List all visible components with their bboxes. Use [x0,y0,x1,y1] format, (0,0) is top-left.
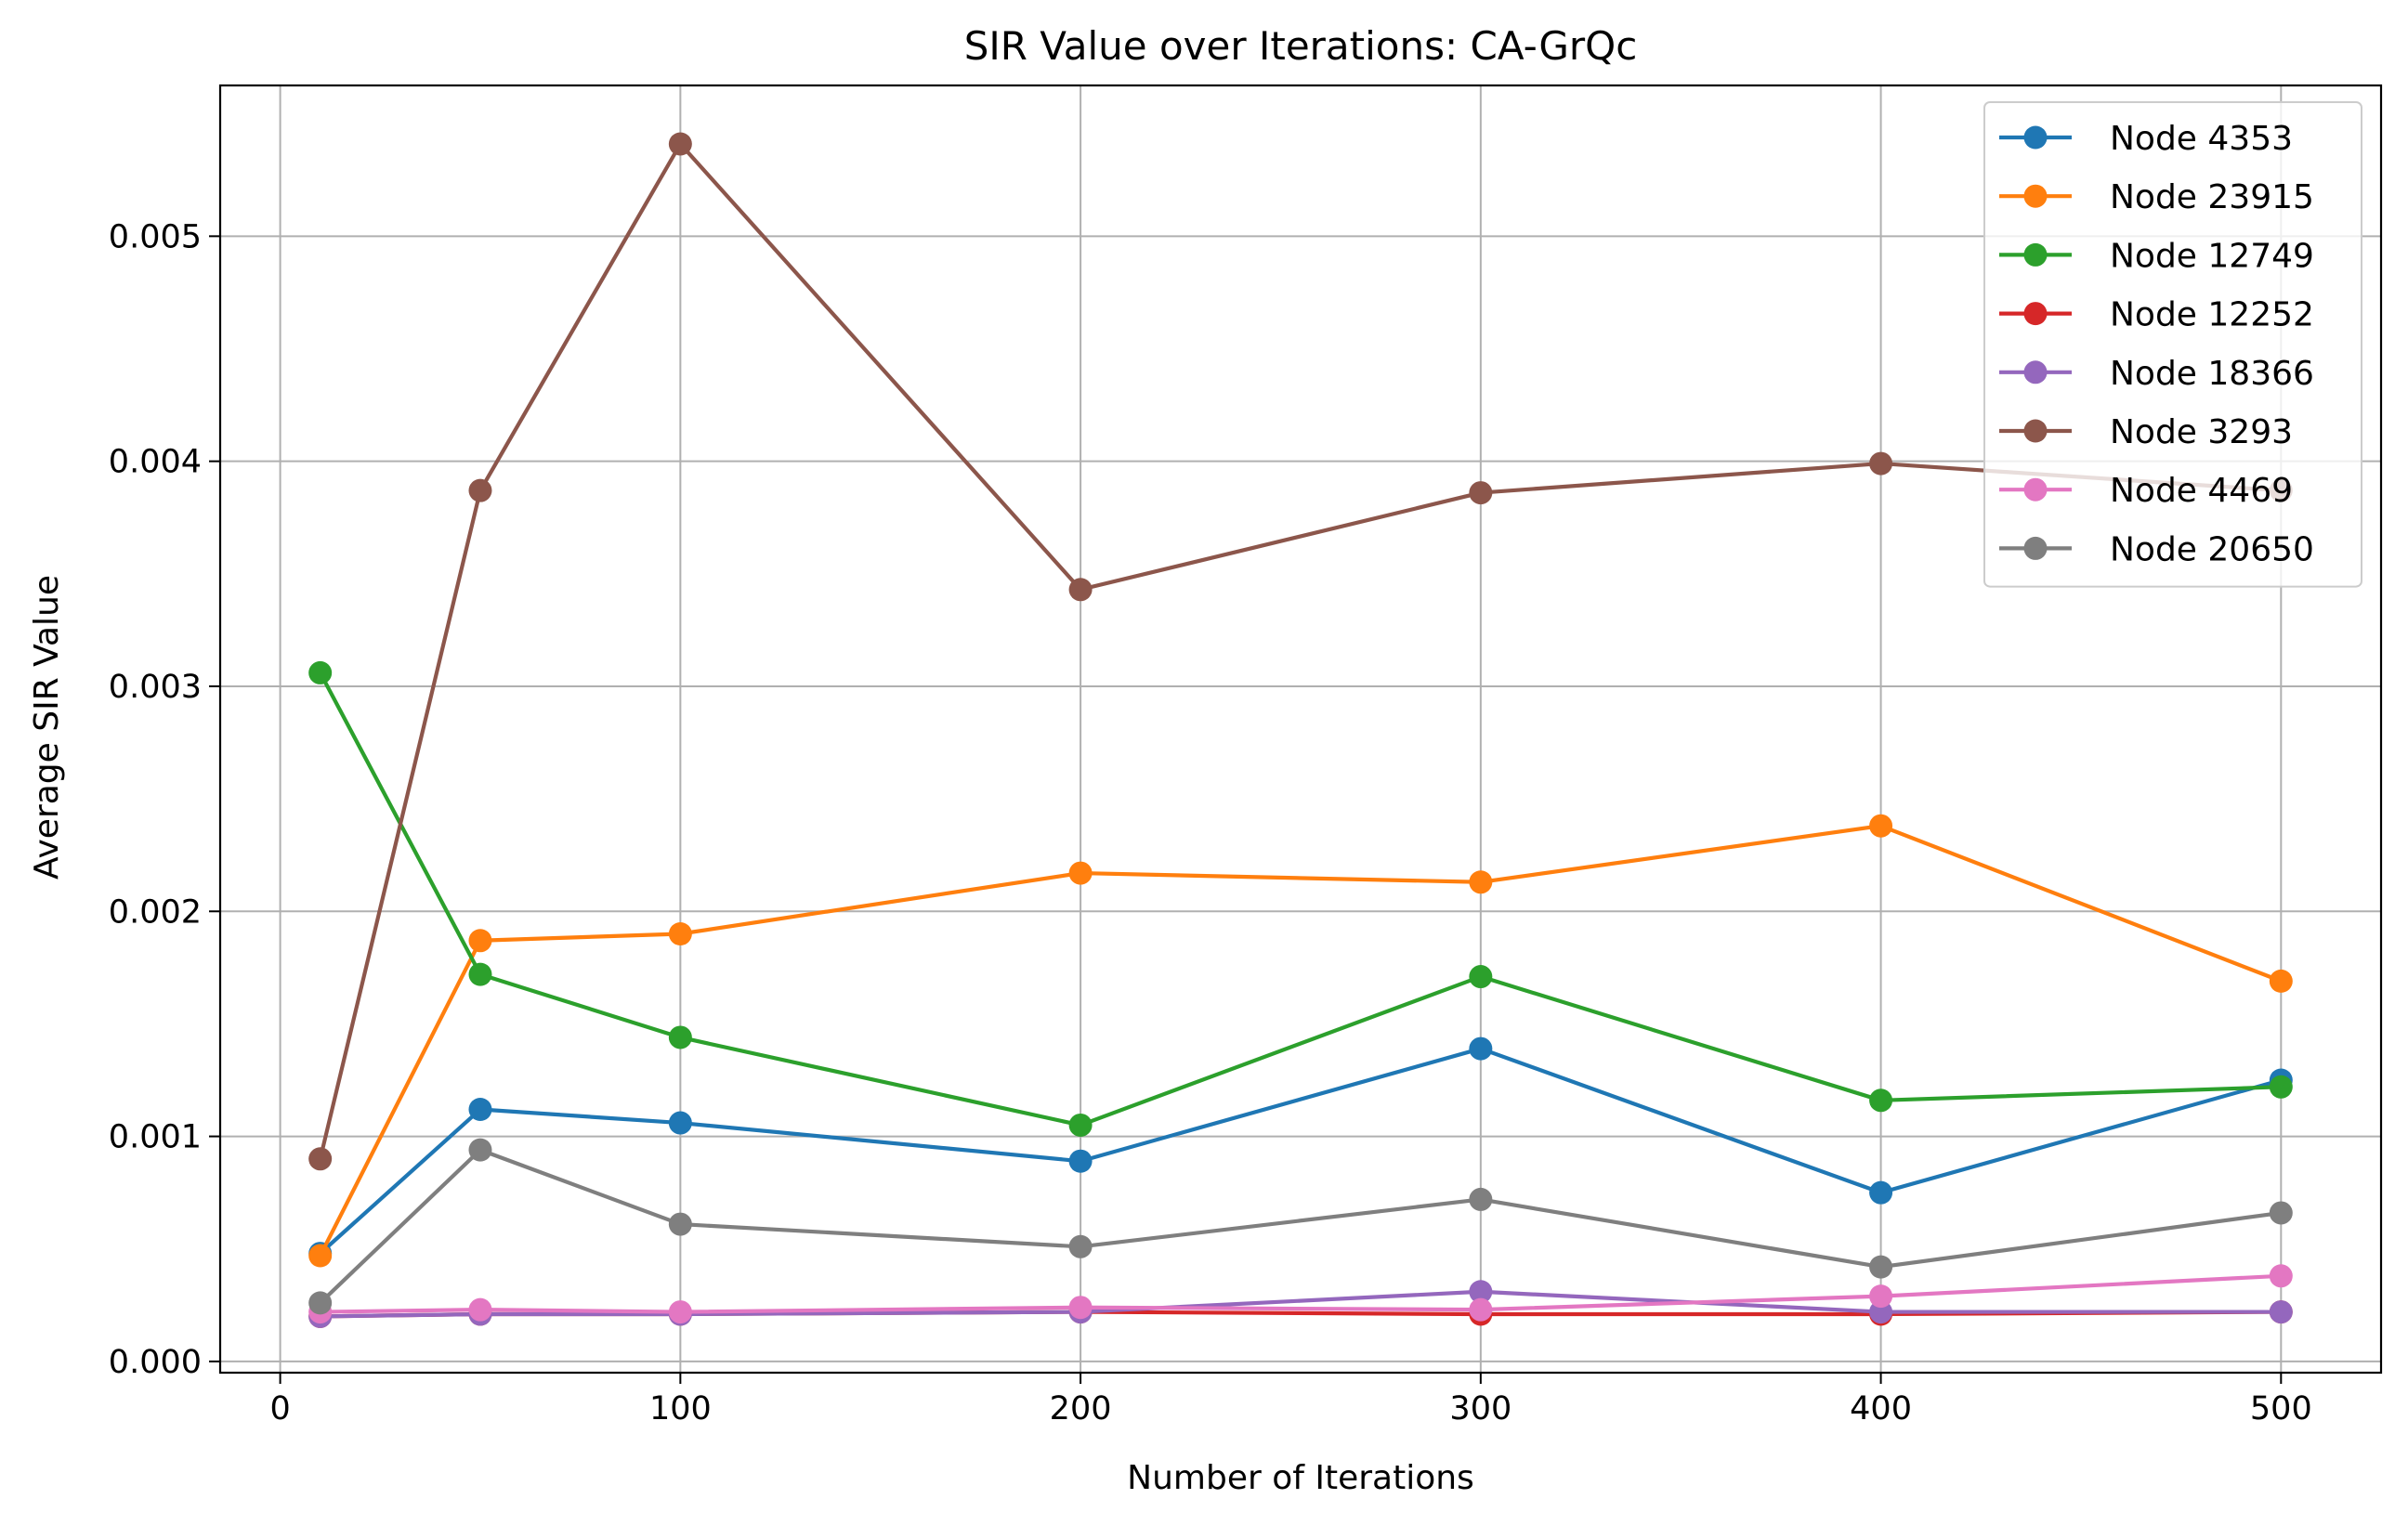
legend-label: Node 3293 [2110,413,2293,451]
data-point [468,929,492,953]
data-point [1869,1284,1893,1309]
legend-swatch-marker [2023,184,2048,208]
data-point [308,1147,333,1171]
x-tick-label: 400 [1850,1390,1912,1427]
data-point [1869,814,1893,838]
x-tick-label: 0 [269,1390,290,1427]
plot-frame [218,84,2383,1375]
y-tick-label: 0.005 [109,218,202,255]
series-line [318,824,2283,1257]
data-point [468,1297,492,1322]
data-point [468,962,492,986]
series-node-20650 [308,1138,2293,1315]
legend-item: Node 12749 [1999,237,2314,275]
series-node-4469 [308,1264,2293,1324]
series-node-4353 [308,1036,2293,1266]
data-point [1068,1149,1093,1173]
data-point [468,1138,492,1162]
data-point [1469,1187,1493,1211]
data-point [1068,1296,1093,1320]
legend-label: Node 12749 [2110,237,2314,275]
data-point [1068,578,1093,602]
legend: Node 4353 Node 23915 Node 12749 Node 12252 N… [1983,101,2362,588]
series-line [318,671,2282,1127]
series-line [319,1046,2282,1256]
series-node-18366 [308,1280,2293,1328]
data-point [2269,969,2293,993]
legend-swatch-marker [2023,477,2048,502]
legend-item: Node 4353 [1999,120,2293,158]
legend-swatch-marker [2023,419,2048,443]
y-tick-label: 0.003 [109,669,202,706]
data-point [1068,861,1093,885]
data-point [2269,1201,2293,1225]
x-tick-label: 200 [1050,1390,1112,1427]
legend-label: Node 4469 [2110,472,2293,510]
legend-swatch-marker [2023,536,2048,560]
data-point [1869,1088,1893,1113]
series-layer [308,132,2293,1328]
x-tick-label: 300 [1449,1390,1512,1427]
y-tick-label: 0.000 [109,1344,202,1381]
data-point [2269,1075,2293,1099]
data-point [668,1025,692,1049]
data-point [1068,1234,1093,1258]
legend-frame [1983,101,2362,588]
data-point [468,478,492,502]
data-point [1469,1280,1493,1304]
data-point [308,1291,333,1315]
data-point [1469,1297,1493,1322]
data-point [668,1300,692,1324]
legend-label: Node 12252 [2110,296,2314,334]
y-tick-label: 0.004 [109,444,202,481]
legend-label: Node 20650 [2110,530,2314,568]
data-point [2269,1300,2293,1324]
legend-label: Node 23915 [2110,178,2314,216]
data-point [668,1111,692,1135]
data-point [1469,1036,1493,1061]
legend-swatch-marker [2023,360,2048,385]
y-tick-label: 0.001 [109,1119,202,1156]
chart-title: SIR Value over Iterations: CA-GrQc [964,23,1638,69]
data-point [1869,451,1893,476]
legend-item: Node 18366 [1999,355,2314,393]
y-axis-label: Average SIR Value [28,575,66,880]
x-tick-label: 500 [2250,1390,2312,1427]
series-node-12749 [308,660,2293,1137]
data-point [2269,1264,2293,1288]
legend-item: Node 20650 [1999,530,2314,568]
series-node-23915 [308,814,2293,1268]
y-tick-label: 0.002 [109,893,202,931]
legend-item: Node 4469 [1999,472,2293,510]
legend-swatch-marker [2023,302,2048,326]
legend-item: Node 23915 [1999,178,2314,216]
data-point [668,922,692,945]
series-line [320,1273,2282,1314]
data-point [1869,1255,1893,1279]
data-point [308,1244,333,1268]
data-point [1469,481,1493,505]
legend-swatch-marker [2023,125,2048,150]
data-point [468,1098,492,1121]
data-point [308,660,333,684]
series-line [319,1148,2282,1305]
data-point [668,1212,692,1236]
data-point [1469,870,1493,894]
data-point [1469,965,1493,989]
data-point [1068,1113,1093,1137]
legend-label: Node 4353 [2110,120,2293,158]
data-point [668,132,692,156]
legend-item: Node 3293 [1999,413,2293,451]
data-point [1869,1180,1893,1205]
legend-label: Node 18366 [2110,355,2314,393]
x-tick-label: 100 [649,1390,712,1427]
legend-item: Node 12252 [1999,296,2314,334]
x-axis-label: Number of Iterations [1127,1459,1474,1497]
legend-swatch-marker [2023,242,2048,267]
axes-layer: 0 100 200 300 400 500 0.000 0.001 0.002 0.003 0.00… [109,218,2312,1427]
